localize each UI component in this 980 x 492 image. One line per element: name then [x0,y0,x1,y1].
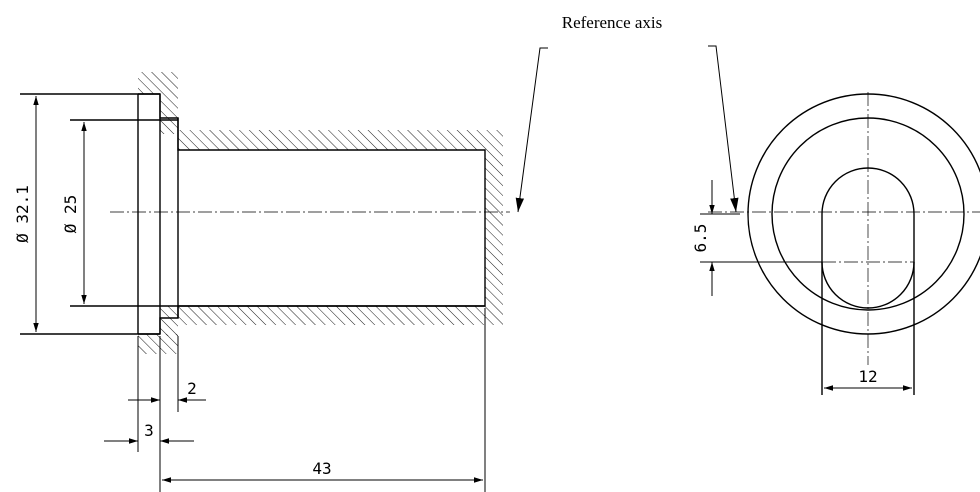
outer-circle [747,93,980,335]
hatch-bottom-flange [138,334,178,354]
slot-bottom-arc [821,261,915,309]
hatch-top-flange [138,72,178,94]
dim-text-step-width: 2 [187,379,197,398]
hatch-bottom-step [160,306,178,336]
hatch-right-wall [485,150,503,325]
section-view: Ø 32.1 Ø 25 2 3 43 [13,72,510,492]
reference-axis-label: Reference axis [562,13,663,32]
reference-axis-callout: Reference axis [515,13,739,213]
hatch-top-step [160,94,178,134]
dim-text-length: 43 [312,459,331,478]
reference-axis-leader-left [515,47,548,213]
end-view: 6.5 12 [691,92,980,395]
hatch-top-wall [178,130,503,150]
dim-text-slot-width: 12 [858,367,877,386]
dim-text-slot-offset: 6.5 [691,224,710,253]
inner-circle [771,117,965,311]
dim-text-outer-diameter: Ø 32.1 [13,185,32,243]
dim-text-inner-diameter: Ø 25 [61,195,80,234]
dim-text-flange-width: 3 [144,421,154,440]
hatch-bottom-wall [178,306,485,325]
slot-outline [821,167,915,395]
reference-axis-leader-right [708,45,739,213]
